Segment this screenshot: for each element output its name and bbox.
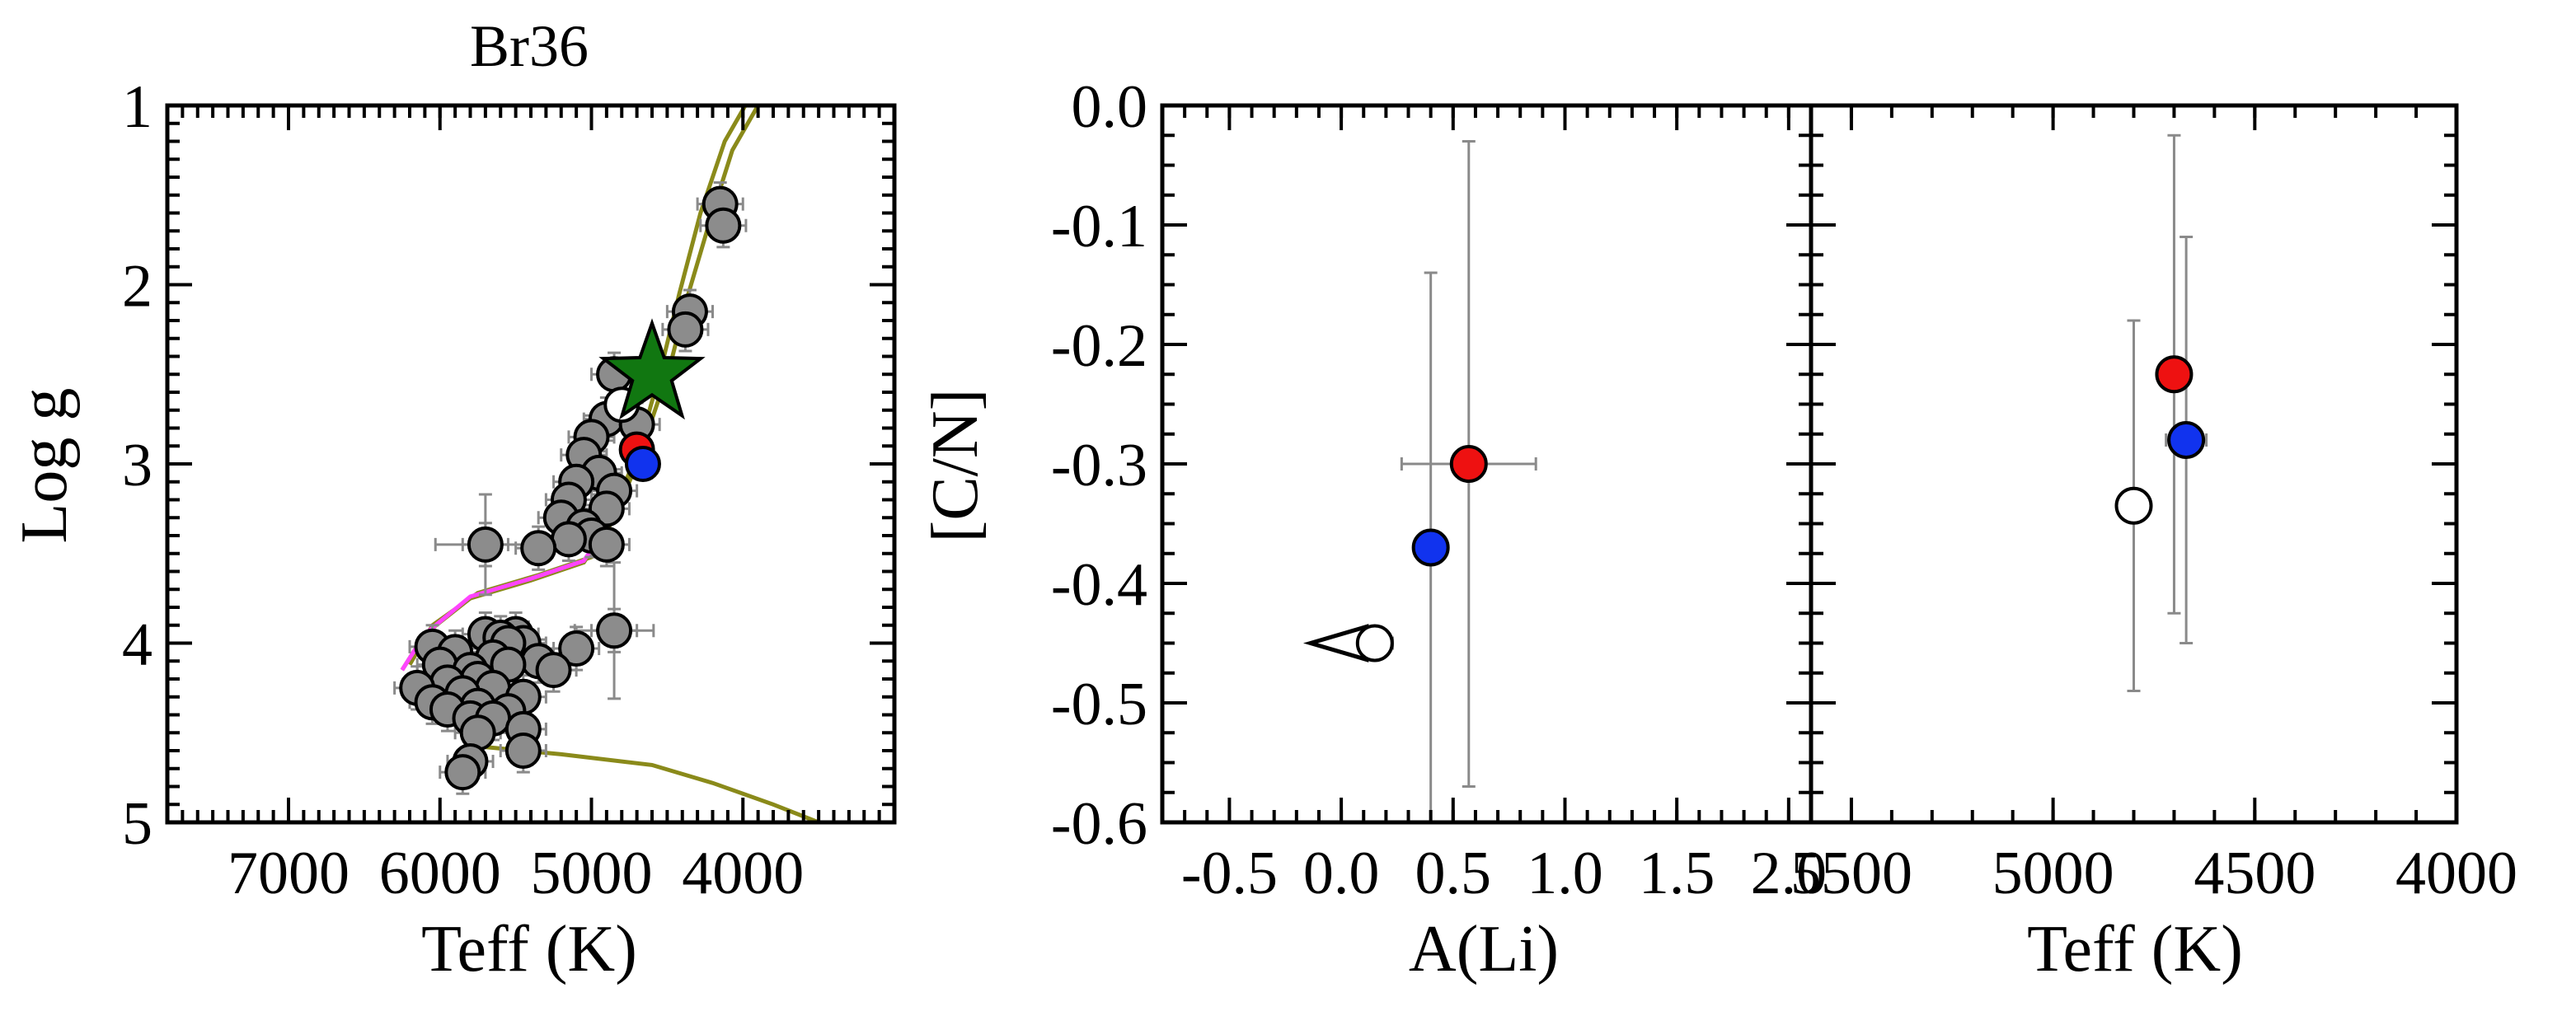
member-star-point: [504, 733, 542, 769]
x-tick-label: 0.0: [1303, 840, 1380, 907]
highlighted-point-red: [1449, 445, 1488, 483]
y-tick-label: 5: [122, 790, 152, 858]
x-tick-label: 4500: [2194, 840, 2316, 907]
y-tick-label: 3: [122, 432, 152, 499]
member-star-point: [558, 630, 595, 667]
y-tick-label: -0.2: [1051, 312, 1147, 380]
x-tick-label: 5500: [1790, 840, 1912, 907]
x-tick-label: 1.5: [1639, 840, 1715, 907]
member-star-point: [444, 754, 481, 791]
isochrone-line: [485, 745, 820, 822]
y-tick-label: -0.1: [1051, 193, 1147, 260]
x-tick-label: 6000: [379, 840, 501, 907]
y-tick-label: 1: [122, 73, 152, 141]
x-tick-label: 4000: [2395, 840, 2517, 907]
isochrone-line: [407, 105, 760, 666]
hr-diagram-panel: Br36 7000 6000 5000 4000 1 2 3 4 5 Teff (K) Log …: [8, 13, 897, 986]
plot-area: 5500 5000 4500 4000: [1790, 103, 2517, 907]
member-star-point: [520, 530, 557, 567]
highlighted-point-blue: [1411, 528, 1450, 567]
member-star-point: [535, 652, 572, 689]
y-axis-label: [C/N]: [919, 389, 992, 543]
panel-title: Br36: [470, 13, 589, 79]
y-tick-label: -0.4: [1051, 551, 1147, 619]
isochrone-line: [400, 105, 748, 672]
x-tick-label: 7000: [228, 840, 350, 907]
highlighted-point-red: [2155, 355, 2194, 394]
x-tick-label: 2.0: [1751, 840, 1828, 907]
highlighted-point-blue: [624, 446, 661, 482]
y-tick-label: 0.0: [1072, 73, 1148, 141]
member-star-point: [588, 526, 625, 563]
member-star-point: [467, 526, 504, 563]
y-tick-label: -0.6: [1051, 790, 1147, 858]
plot-content: [393, 105, 820, 822]
x-axis-label: Teff (K): [421, 913, 637, 986]
plot-area: -0.5 0.0 0.5 1.0 1.5 2.0 0.0 -0.1 -0.2 -0.3 -0.4 -0…: [1051, 73, 1827, 907]
y-tick-label: -0.3: [1051, 432, 1147, 499]
y-tick-label: -0.5: [1051, 671, 1147, 738]
cn-vs-teff-panel: 5500 5000 4500 4000 Teff (K): [1790, 103, 2517, 986]
y-tick-label: 4: [122, 611, 152, 679]
member-star-point: [667, 311, 704, 348]
highlighted-point-white: [1355, 624, 1394, 662]
y-axis-label: Log g: [8, 388, 81, 544]
cn-vs-ali-panel: -0.5 0.0 0.5 1.0 1.5 2.0 0.0 -0.1 -0.2 -0.3 -0.4 -0…: [919, 73, 1827, 986]
x-tick-label: 5000: [1992, 840, 2114, 907]
highlighted-point-white: [2114, 486, 2153, 525]
member-star-point: [596, 612, 633, 649]
x-tick-label: 4000: [682, 840, 804, 907]
x-axis-label: A(Li): [1409, 913, 1559, 986]
member-star-point: [705, 207, 742, 244]
y-tick-label: 2: [122, 253, 152, 321]
star-marker: [598, 318, 706, 420]
x-tick-label: -0.5: [1181, 840, 1278, 907]
x-tick-label: 1.0: [1527, 840, 1603, 907]
x-tick-label: 0.5: [1415, 840, 1492, 907]
member-star-point: [550, 521, 587, 558]
plot-area: 7000 6000 5000 4000 1 2 3 4 5: [122, 73, 897, 907]
highlighted-point-blue: [2167, 421, 2206, 459]
x-axis-label: Teff (K): [2027, 913, 2243, 986]
x-tick-label: 5000: [531, 840, 653, 907]
